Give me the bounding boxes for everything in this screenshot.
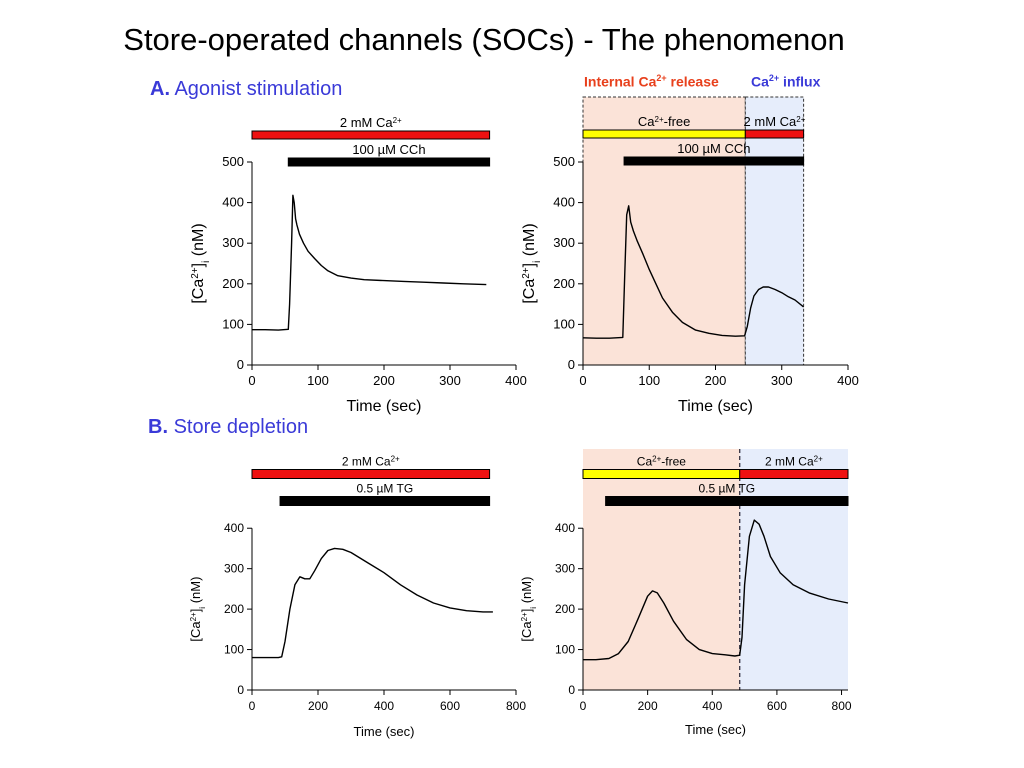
y-tick-label: 400	[222, 195, 244, 210]
y-tick-label: 100	[224, 643, 244, 657]
section-a-text: Agonist stimulation	[174, 78, 343, 100]
section-a-letter: A.	[150, 78, 170, 100]
x-tick-label: 400	[374, 699, 394, 713]
chart-B-right: Ca2+-free 2 mM Ca2+ 0.5 µM TG 0 100 200 300 400…	[519, 449, 852, 737]
x-tick-label: 400	[702, 699, 722, 713]
y-tick-label: 0	[568, 357, 575, 372]
x-tick-label: 600	[767, 699, 787, 713]
x-axis-label: Time (sec)	[354, 724, 415, 739]
treatment-label: 2 mM Ca2+	[342, 454, 400, 469]
y-tick-label: 0	[237, 683, 244, 697]
treatment-label: Ca2+-free	[637, 454, 686, 469]
influx-phase-label: Ca2+ influx	[751, 73, 821, 90]
x-tick-label: 0	[248, 373, 255, 388]
treatment-label: Ca2+-free	[638, 114, 690, 129]
x-tick-label: 600	[440, 699, 460, 713]
shade-release	[583, 449, 740, 690]
x-tick-label: 0	[249, 699, 256, 713]
x-tick-label: 200	[373, 373, 395, 388]
treatment-bar	[739, 469, 849, 479]
treatment-label: 100 µM CCh	[352, 142, 425, 157]
section-a-heading: A. Agonist stimulation	[150, 78, 342, 101]
x-tick-label: 400	[837, 373, 859, 388]
y-tick-label: 400	[555, 521, 575, 535]
y-tick-label: 200	[222, 276, 244, 291]
treatment-label: 2 mM Ca2+	[744, 114, 806, 129]
y-tick-label: 100	[553, 316, 575, 331]
calcium-trace	[252, 547, 493, 659]
section-b-heading: B. Store depletion	[148, 416, 308, 439]
chart-A-left: 2 mM Ca2+ 100 µM CCh 0 100 200 300 400 500 0 100 2…	[190, 115, 527, 415]
y-tick-label: 300	[222, 235, 244, 250]
x-tick-label: 800	[506, 699, 526, 713]
y-tick-label: 300	[224, 562, 244, 576]
y-tick-label: 0	[568, 683, 575, 697]
shade-influx	[745, 97, 804, 365]
y-tick-label: 200	[555, 602, 575, 616]
section-b-text: Store depletion	[173, 416, 309, 438]
y-tick-label: 400	[224, 521, 244, 535]
x-axis-label: Time (sec)	[347, 398, 422, 415]
section-b-letter: B.	[148, 416, 168, 438]
treatment-label: 0.5 µM TG	[698, 482, 755, 496]
x-tick-label: 0	[580, 699, 587, 713]
x-tick-label: 800	[832, 699, 852, 713]
treatment-bar	[251, 469, 491, 479]
treatment-bar	[744, 129, 805, 139]
y-tick-label: 200	[553, 276, 575, 291]
x-tick-label: 0	[579, 373, 586, 388]
chart-B-left: 2 mM Ca2+ 0.5 µM TG 0 100 200 300 400 0 200 400 60…	[188, 454, 526, 739]
calcium-trace	[582, 205, 805, 339]
x-tick-label: 200	[705, 373, 727, 388]
treatment-bar	[605, 496, 849, 506]
y-tick-label: 400	[553, 195, 575, 210]
y-tick-label: 300	[553, 235, 575, 250]
treatment-bar	[287, 157, 491, 167]
treatment-label: 100 µM CCh	[677, 141, 750, 156]
treatment-label: 0.5 µM TG	[356, 482, 413, 496]
x-axis-label: Time (sec)	[678, 398, 753, 415]
calcium-trace	[583, 519, 849, 661]
x-tick-label: 100	[638, 373, 660, 388]
treatment-bar	[279, 496, 491, 506]
treatment-label: 2 mM Ca2+	[765, 454, 823, 469]
y-axis-label: [Ca2+]i (nM)	[519, 577, 538, 642]
x-tick-label: 200	[308, 699, 328, 713]
y-tick-label: 200	[224, 602, 244, 616]
y-tick-label: 100	[555, 643, 575, 657]
y-tick-label: 0	[237, 357, 244, 372]
y-tick-label: 500	[222, 154, 244, 169]
calcium-trace	[252, 194, 487, 331]
treatment-bar	[251, 130, 491, 140]
treatment-bar	[623, 156, 805, 166]
x-tick-label: 100	[307, 373, 329, 388]
y-axis-label: [Ca2+]i (nM)	[188, 577, 207, 642]
y-tick-label: 100	[222, 316, 244, 331]
treatment-bar	[582, 469, 741, 479]
x-tick-label: 300	[439, 373, 461, 388]
slide-title: Store-operated channels (SOCs) - The phe…	[123, 22, 845, 57]
x-tick-label: 400	[505, 373, 527, 388]
chart-A-right: Ca2+-free 2 mM Ca2+ 100 µM CCh 0 100 200 300 40…	[521, 96, 859, 415]
x-tick-label: 300	[771, 373, 793, 388]
shade-release	[583, 97, 746, 365]
x-tick-label: 200	[638, 699, 658, 713]
y-tick-label: 500	[553, 154, 575, 169]
release-phase-label: Internal Ca2+ release	[584, 73, 719, 90]
y-tick-label: 300	[555, 562, 575, 576]
x-axis-label: Time (sec)	[685, 722, 746, 737]
shade-influx	[739, 449, 848, 690]
y-axis-label: [Ca2+]i (nM)	[521, 223, 543, 303]
treatment-bar	[582, 129, 746, 139]
y-axis-label: [Ca2+]i (nM)	[190, 223, 212, 303]
treatment-label: 2 mM Ca2+	[340, 115, 402, 130]
